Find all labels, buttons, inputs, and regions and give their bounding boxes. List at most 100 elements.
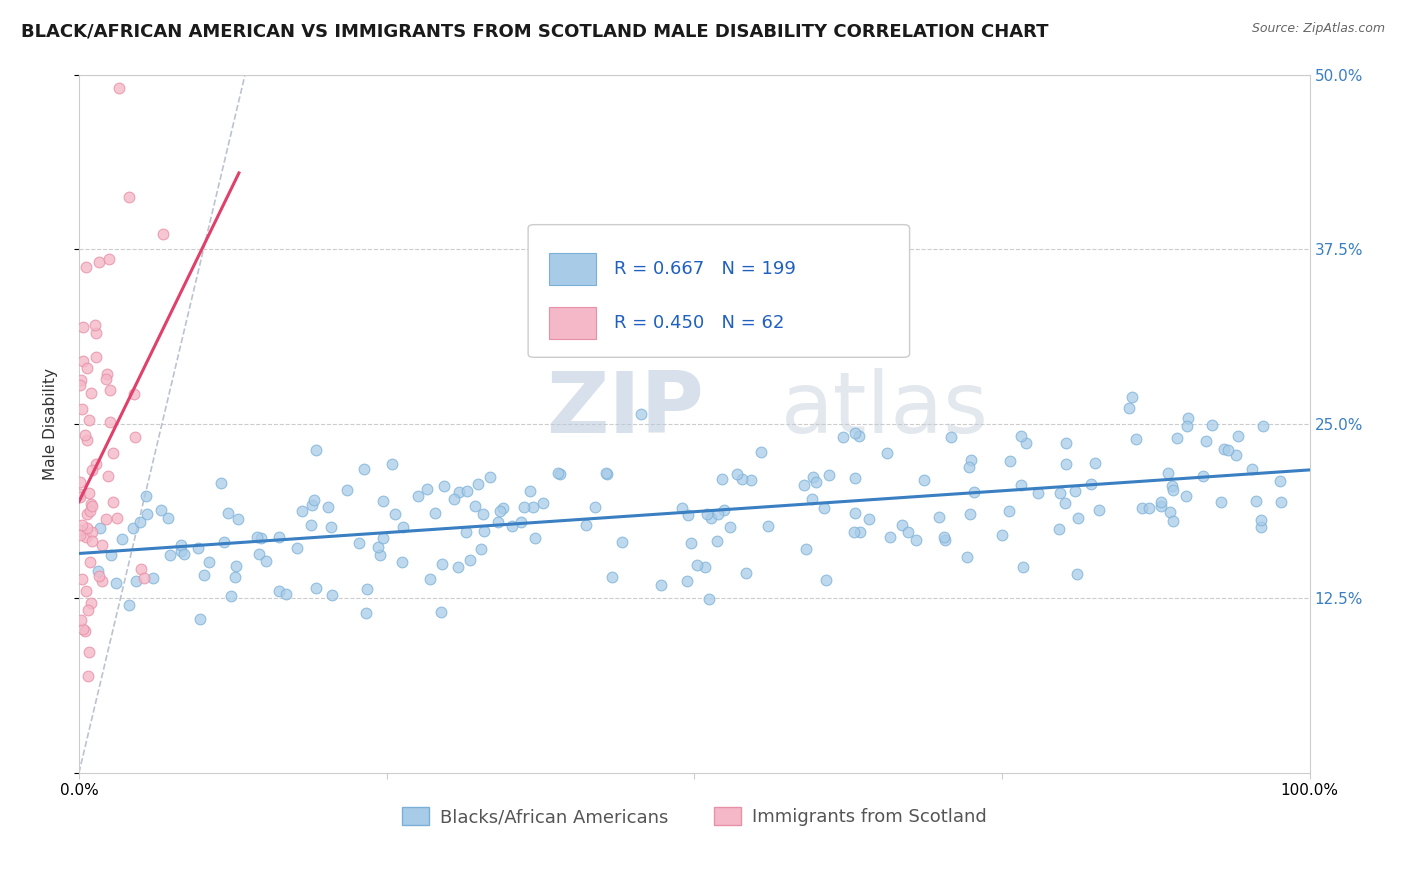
Point (69, 490, 91, 504)
Point (914, 473, 936, 487)
Point (464, 500, 486, 514)
Point (1063, 483, 1085, 498)
Point (1011, 560, 1033, 574)
Point (228, 511, 250, 525)
Point (897, 524, 920, 539)
Point (96, 368, 118, 382)
Point (1209, 495, 1232, 509)
Point (108, 81, 131, 95)
Point (356, 582, 378, 596)
Point (1049, 485, 1071, 500)
Point (678, 508, 700, 522)
Point (79, 555, 101, 569)
Point (1066, 566, 1088, 581)
Point (1251, 418, 1274, 433)
Point (1201, 418, 1223, 433)
Point (1195, 434, 1218, 448)
Point (79, 504, 101, 518)
Point (467, 477, 489, 491)
Point (1010, 429, 1032, 443)
Point (290, 504, 312, 518)
Point (336, 483, 359, 497)
Point (531, 496, 554, 510)
Point (510, 515, 533, 529)
Point (209, 475, 232, 490)
Point (129, 516, 152, 530)
Point (101, 495, 124, 509)
Point (1130, 501, 1153, 516)
Point (1161, 483, 1184, 497)
Point (997, 504, 1019, 518)
Point (135, 489, 157, 503)
Point (76, 669, 98, 683)
Point (80, 533, 103, 548)
Point (75, 583, 97, 598)
Point (1175, 419, 1198, 434)
Point (72, 353, 94, 368)
Point (187, 541, 209, 555)
Point (254, 553, 277, 567)
Point (1125, 432, 1147, 446)
Point (1080, 477, 1102, 491)
Point (98, 252, 121, 266)
Point (600, 569, 623, 583)
Point (122, 387, 145, 401)
Point (408, 490, 430, 504)
Point (83, 318, 105, 333)
Point (522, 500, 544, 514)
Y-axis label: Male Disability: Male Disability (44, 368, 58, 480)
Point (686, 558, 709, 573)
Point (1268, 474, 1291, 488)
Point (707, 508, 730, 522)
Point (249, 548, 271, 562)
Point (142, 571, 165, 585)
Point (472, 524, 495, 538)
Point (991, 528, 1014, 542)
Point (77, 645, 100, 659)
Bar (548, 253, 596, 285)
Point (75, 427, 97, 442)
Point (1244, 493, 1267, 508)
Point (697, 591, 720, 606)
Point (731, 472, 754, 486)
Point (1250, 513, 1272, 527)
Point (472, 507, 495, 521)
Point (125, 574, 148, 588)
Point (1026, 485, 1049, 500)
Point (86, 458, 108, 472)
Point (419, 573, 441, 587)
Point (671, 501, 693, 516)
Point (849, 525, 872, 540)
Point (456, 524, 478, 539)
Point (941, 430, 963, 444)
Point (1054, 436, 1077, 450)
Point (740, 473, 762, 487)
Point (373, 494, 395, 508)
Point (69, 487, 91, 501)
Point (118, 190, 141, 204)
Point (72, 320, 94, 334)
Point (596, 467, 619, 481)
Point (103, 446, 125, 460)
Point (188, 612, 211, 626)
Point (170, 544, 193, 558)
Point (610, 535, 633, 549)
Point (225, 558, 247, 573)
Point (305, 442, 328, 457)
Point (75, 530, 97, 544)
Point (69, 523, 91, 537)
Point (876, 445, 898, 459)
Point (447, 559, 470, 574)
Point (80, 500, 103, 514)
Point (1015, 436, 1038, 450)
Point (77, 486, 100, 500)
Point (305, 582, 328, 596)
Point (693, 560, 716, 574)
Point (718, 520, 741, 534)
Point (159, 549, 181, 563)
Point (1067, 511, 1090, 525)
Point (858, 512, 880, 526)
Point (818, 468, 841, 483)
Point (86, 351, 108, 365)
Point (319, 519, 342, 533)
